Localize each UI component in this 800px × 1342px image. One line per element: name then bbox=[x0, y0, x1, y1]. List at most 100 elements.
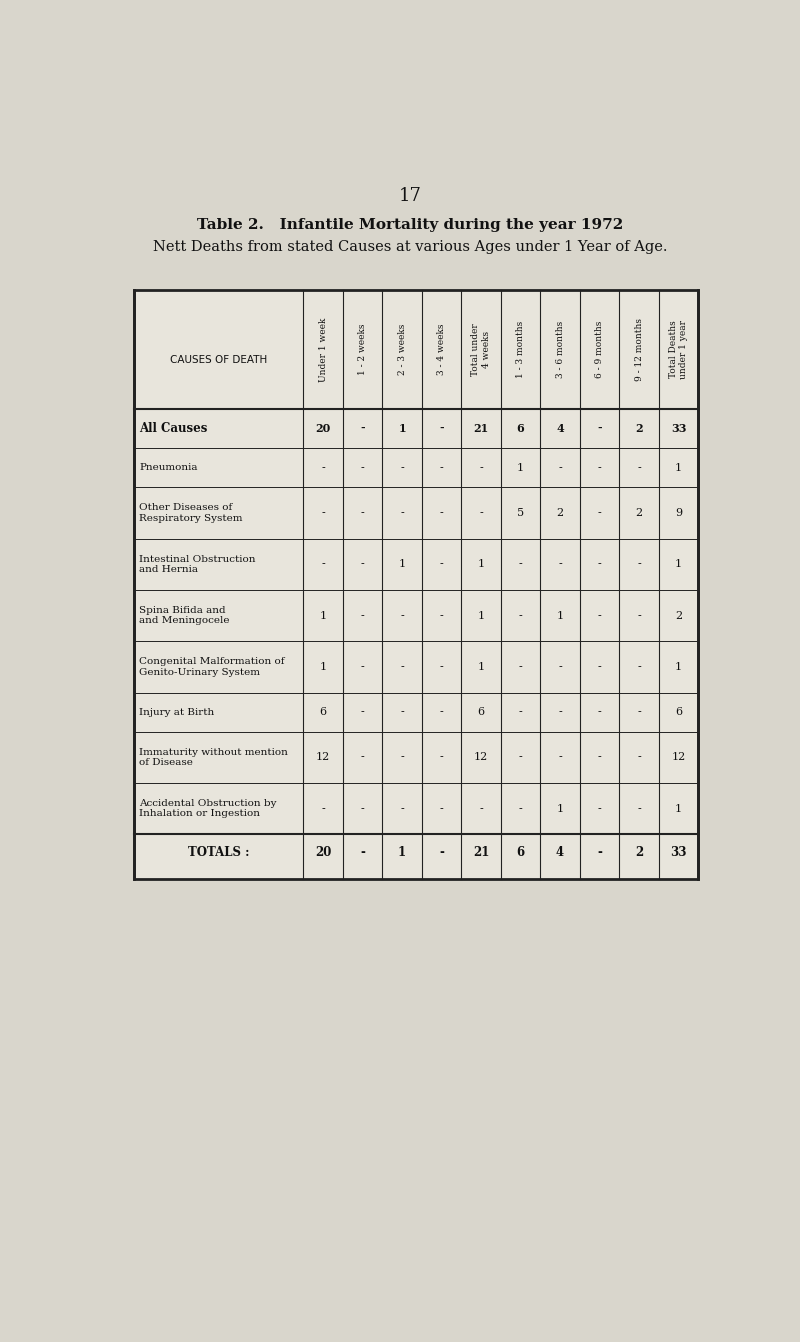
Text: 1: 1 bbox=[557, 611, 564, 620]
Text: 1: 1 bbox=[319, 662, 326, 672]
Text: -: - bbox=[360, 423, 365, 433]
Text: -: - bbox=[322, 804, 325, 813]
Text: 1: 1 bbox=[478, 611, 485, 620]
Text: -: - bbox=[479, 463, 483, 472]
Text: 21: 21 bbox=[474, 423, 489, 433]
Text: -: - bbox=[440, 662, 443, 672]
Text: 6: 6 bbox=[675, 707, 682, 717]
Text: -: - bbox=[558, 560, 562, 569]
Text: 12: 12 bbox=[474, 753, 488, 762]
Text: Nett Deaths from stated Causes at various Ages under 1 Year of Age.: Nett Deaths from stated Causes at variou… bbox=[153, 240, 667, 254]
Text: 6: 6 bbox=[478, 707, 485, 717]
Text: -: - bbox=[439, 423, 444, 433]
Text: -: - bbox=[558, 753, 562, 762]
Text: 1: 1 bbox=[478, 662, 485, 672]
Text: 6: 6 bbox=[517, 845, 525, 859]
Text: -: - bbox=[361, 662, 365, 672]
Text: -: - bbox=[598, 509, 602, 518]
Text: 6: 6 bbox=[319, 707, 326, 717]
Text: All Causes: All Causes bbox=[139, 423, 207, 435]
Text: -: - bbox=[400, 611, 404, 620]
Text: -: - bbox=[322, 463, 325, 472]
Text: -: - bbox=[598, 753, 602, 762]
Text: Injury at Birth: Injury at Birth bbox=[139, 707, 214, 717]
Text: Other Diseases of
Respiratory System: Other Diseases of Respiratory System bbox=[139, 503, 242, 523]
Text: -: - bbox=[518, 707, 522, 717]
Text: 5: 5 bbox=[517, 509, 524, 518]
Text: -: - bbox=[637, 804, 641, 813]
Text: -: - bbox=[361, 804, 365, 813]
Text: -: - bbox=[361, 509, 365, 518]
Text: 20: 20 bbox=[315, 845, 331, 859]
Text: -: - bbox=[400, 463, 404, 472]
Text: 1: 1 bbox=[319, 611, 326, 620]
Text: -: - bbox=[598, 423, 602, 433]
Text: -: - bbox=[637, 753, 641, 762]
Text: 4: 4 bbox=[556, 845, 564, 859]
Text: 1: 1 bbox=[675, 463, 682, 472]
Text: -: - bbox=[637, 707, 641, 717]
Text: -: - bbox=[598, 611, 602, 620]
Text: -: - bbox=[597, 845, 602, 859]
Text: -: - bbox=[479, 509, 483, 518]
Text: -: - bbox=[637, 611, 641, 620]
Text: 33: 33 bbox=[671, 423, 686, 433]
Text: -: - bbox=[598, 560, 602, 569]
Text: CAUSES OF DEATH: CAUSES OF DEATH bbox=[170, 354, 267, 365]
Text: -: - bbox=[598, 804, 602, 813]
Text: Total under
4 weeks: Total under 4 weeks bbox=[471, 323, 490, 376]
Text: 1: 1 bbox=[517, 463, 524, 472]
Text: 9: 9 bbox=[675, 509, 682, 518]
Text: 1: 1 bbox=[675, 662, 682, 672]
Text: -: - bbox=[361, 463, 365, 472]
Text: -: - bbox=[400, 509, 404, 518]
Text: -: - bbox=[400, 707, 404, 717]
Text: 3 - 6 months: 3 - 6 months bbox=[555, 321, 565, 378]
Text: -: - bbox=[440, 753, 443, 762]
Text: 1 - 2 weeks: 1 - 2 weeks bbox=[358, 323, 367, 376]
Text: Spina Bifida and
and Meningocele: Spina Bifida and and Meningocele bbox=[139, 607, 230, 625]
Text: Congenital Malformation of
Genito-Urinary System: Congenital Malformation of Genito-Urinar… bbox=[139, 658, 285, 676]
Text: -: - bbox=[361, 560, 365, 569]
Text: -: - bbox=[440, 463, 443, 472]
Text: 2 - 3 weeks: 2 - 3 weeks bbox=[398, 323, 406, 376]
Text: -: - bbox=[518, 753, 522, 762]
Text: 1: 1 bbox=[398, 560, 406, 569]
Text: 17: 17 bbox=[398, 187, 422, 205]
Text: -: - bbox=[322, 509, 325, 518]
Text: -: - bbox=[400, 804, 404, 813]
Text: 2: 2 bbox=[557, 509, 564, 518]
Text: 1: 1 bbox=[398, 423, 406, 433]
Text: -: - bbox=[479, 804, 483, 813]
Text: 1: 1 bbox=[557, 804, 564, 813]
Text: -: - bbox=[439, 845, 444, 859]
Text: Intestinal Obstruction
and Hernia: Intestinal Obstruction and Hernia bbox=[139, 554, 255, 574]
Text: -: - bbox=[637, 662, 641, 672]
Text: -: - bbox=[361, 611, 365, 620]
Text: -: - bbox=[598, 463, 602, 472]
Text: -: - bbox=[558, 707, 562, 717]
Text: -: - bbox=[440, 560, 443, 569]
Text: 1: 1 bbox=[675, 804, 682, 813]
Text: -: - bbox=[322, 560, 325, 569]
Text: -: - bbox=[598, 707, 602, 717]
Text: -: - bbox=[360, 845, 365, 859]
Text: -: - bbox=[361, 707, 365, 717]
Text: Accidental Obstruction by
Inhalation or Ingestion: Accidental Obstruction by Inhalation or … bbox=[139, 798, 277, 819]
Text: 6: 6 bbox=[517, 423, 525, 433]
Text: -: - bbox=[518, 662, 522, 672]
Text: 9 - 12 months: 9 - 12 months bbox=[634, 318, 643, 381]
Text: 21: 21 bbox=[473, 845, 490, 859]
Text: -: - bbox=[518, 560, 522, 569]
Text: -: - bbox=[400, 662, 404, 672]
Text: -: - bbox=[400, 753, 404, 762]
Text: 1: 1 bbox=[478, 560, 485, 569]
Text: 2: 2 bbox=[635, 509, 642, 518]
Text: Pneumonia: Pneumonia bbox=[139, 463, 198, 472]
Text: 4: 4 bbox=[556, 423, 564, 433]
Text: -: - bbox=[440, 804, 443, 813]
Text: 2: 2 bbox=[635, 845, 643, 859]
Text: -: - bbox=[518, 611, 522, 620]
Text: -: - bbox=[637, 463, 641, 472]
Text: -: - bbox=[558, 463, 562, 472]
